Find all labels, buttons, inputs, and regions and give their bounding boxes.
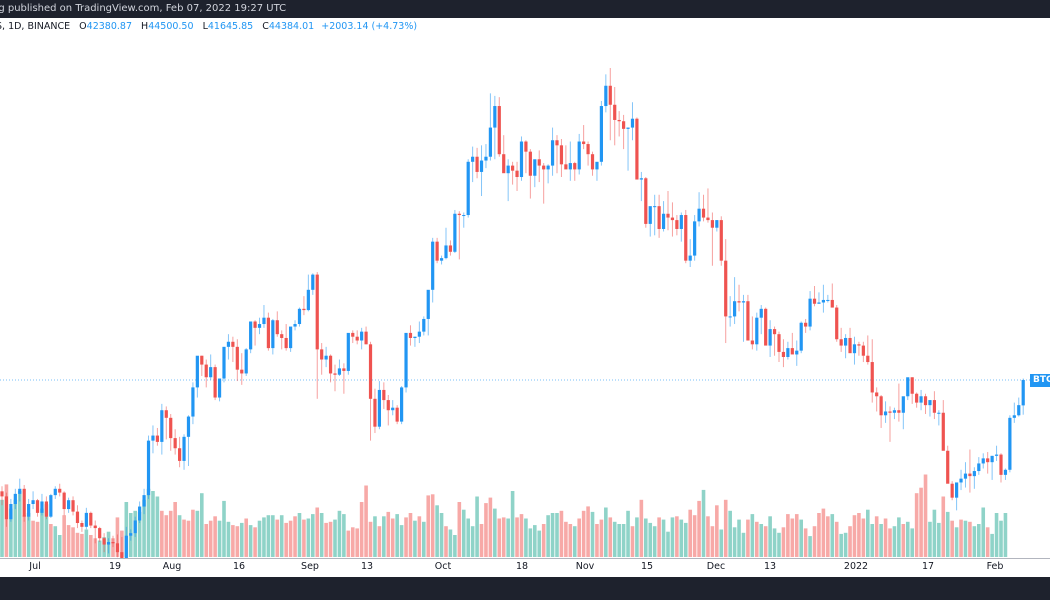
price-candles (0, 68, 1025, 560)
candlestick-chart[interactable] (0, 35, 1050, 560)
time-axis-tick: Dec (706, 561, 726, 572)
high-value: H44500.50 (141, 21, 194, 32)
time-axis-tick: 16 (232, 561, 246, 572)
time-axis-tick: 15 (640, 561, 654, 572)
volume-bars (0, 474, 1008, 557)
ohlc-legend: S, 1D, BINANCE O42380.87 H44500.50 L4164… (0, 19, 417, 35)
time-axis-tick: Oct (434, 561, 452, 572)
footer-bar (0, 577, 1050, 600)
time-axis-tick: 2022 (843, 561, 869, 572)
time-axis[interactable]: Jul 19 Aug 16 Sep 13 Oct 18 Nov 15 Dec 13 2022 17 Feb (0, 558, 1050, 578)
published-header-bar: ng published on TradingView.com, Feb 07,… (0, 0, 1050, 18)
time-axis-tick: Sep (301, 561, 319, 572)
low-value: L41645.85 (202, 21, 254, 32)
time-axis-tick: 13 (763, 561, 777, 572)
last-price-tag: BTC (1030, 374, 1050, 387)
change-value: +2003.14 (+4.73%) (321, 21, 418, 32)
published-text: ng published on TradingView.com, Feb 07,… (0, 3, 287, 14)
time-axis-tick: Nov (575, 561, 595, 572)
time-axis-tick: 13 (360, 561, 374, 572)
time-axis-tick: 17 (921, 561, 935, 572)
symbol-label: S, 1D, BINANCE (0, 21, 71, 32)
time-axis-tick: Jul (29, 561, 41, 572)
open-value: O42380.87 (79, 21, 132, 32)
time-axis-tick: 19 (108, 561, 122, 572)
close-value: C44384.01 (262, 21, 315, 32)
time-axis-tick: Aug (162, 561, 182, 572)
time-axis-tick: 18 (515, 561, 529, 572)
time-axis-tick: Feb (986, 561, 1004, 572)
